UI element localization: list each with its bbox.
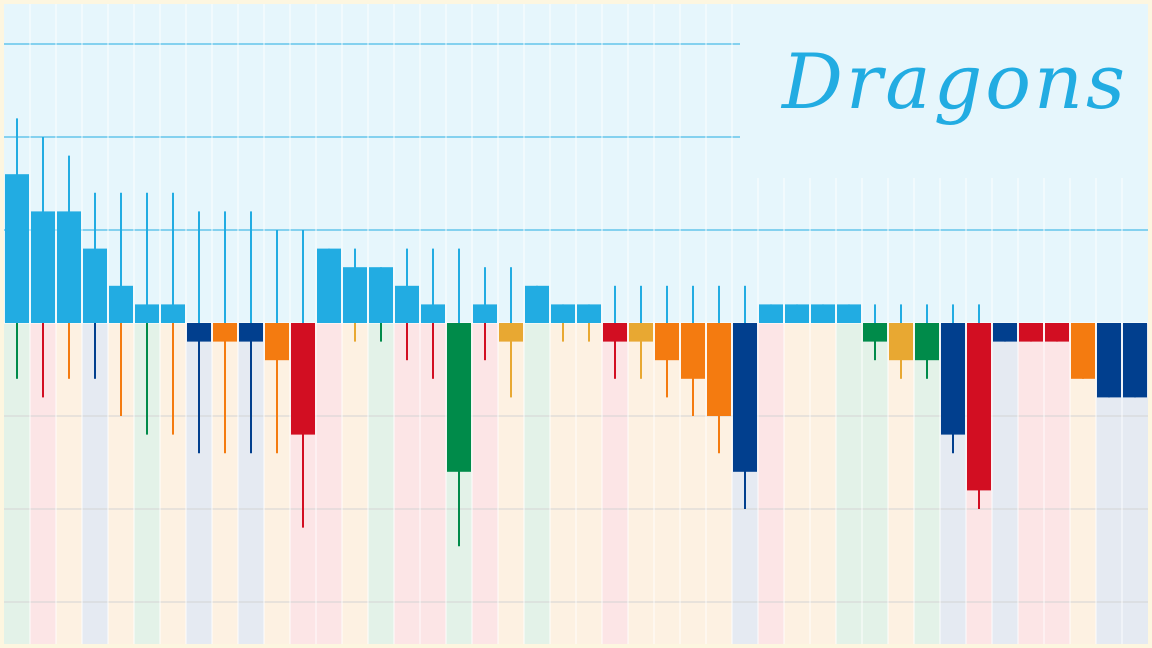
bar (135, 304, 159, 323)
column-tint (992, 323, 1018, 644)
column-tint (1044, 323, 1070, 644)
column-tint (784, 323, 810, 644)
bar (317, 248, 341, 323)
column-tint (316, 323, 342, 644)
bar (707, 323, 731, 416)
bar (603, 323, 627, 342)
bar (941, 323, 965, 435)
column-tint (524, 323, 550, 644)
bar (889, 323, 913, 361)
bar (369, 267, 393, 323)
column-tint (810, 323, 836, 644)
bar (1071, 323, 1095, 379)
bar (187, 323, 211, 342)
chart-title: Dragons (780, 37, 1128, 126)
bar (5, 174, 29, 323)
bar (1097, 323, 1121, 398)
bar (811, 304, 835, 323)
bar (993, 323, 1017, 342)
column-tint (836, 323, 862, 644)
column-tint (576, 323, 602, 644)
bar (785, 304, 809, 323)
bar (733, 323, 757, 472)
bar (681, 323, 705, 379)
bar (421, 304, 445, 323)
bar (343, 267, 367, 323)
bar (1123, 323, 1147, 398)
column-tint (862, 323, 888, 644)
bar (395, 285, 419, 323)
column-tint (472, 323, 498, 644)
bar (499, 323, 523, 342)
bar (759, 304, 783, 323)
bar (967, 323, 991, 491)
bar (837, 304, 861, 323)
bar (473, 304, 497, 323)
bar (291, 323, 315, 435)
bar (213, 323, 237, 342)
bar (525, 285, 549, 323)
bar (1045, 323, 1069, 342)
column-tint (758, 323, 784, 644)
bar (577, 304, 601, 323)
bar (551, 304, 575, 323)
bar (57, 211, 81, 323)
bar (915, 323, 939, 361)
column-tint (394, 323, 420, 644)
bar (265, 323, 289, 361)
bar (863, 323, 887, 342)
column-tint (1018, 323, 1044, 644)
column-tint (550, 323, 576, 644)
column-separators (29, 4, 1123, 644)
bar (239, 323, 263, 342)
column-tint (368, 323, 394, 644)
bar (109, 285, 133, 323)
bar (31, 211, 55, 323)
bar (1019, 323, 1043, 342)
column-tint (342, 323, 368, 644)
bar (83, 248, 107, 323)
bar (447, 323, 471, 472)
bar (655, 323, 679, 361)
bar (161, 304, 185, 323)
bars (5, 174, 1147, 491)
bar (629, 323, 653, 342)
